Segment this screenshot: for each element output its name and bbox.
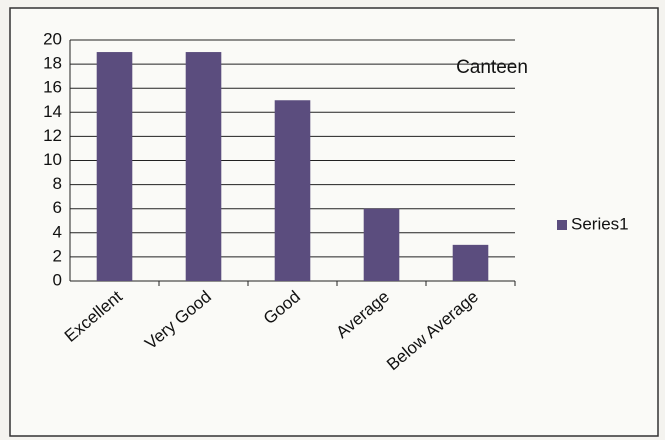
y-tick-label: 20 — [43, 29, 62, 48]
y-tick-label: 18 — [43, 54, 62, 73]
bar — [185, 52, 222, 281]
y-tick-label: 12 — [43, 126, 62, 145]
bar — [363, 208, 400, 281]
y-tick-label: 4 — [53, 222, 62, 241]
bar — [274, 100, 311, 281]
y-tick-label: 6 — [53, 198, 62, 217]
bar — [96, 52, 133, 281]
y-tick-label: 16 — [43, 78, 62, 97]
legend-label: Series1 — [571, 214, 629, 233]
y-tick-label: 2 — [53, 246, 62, 265]
y-tick-label: 8 — [53, 174, 62, 193]
y-tick-label: 10 — [43, 150, 62, 169]
y-tick-label: 0 — [53, 270, 62, 289]
chart-title: Canteen — [456, 57, 528, 78]
legend-swatch — [557, 220, 567, 230]
bar — [452, 244, 489, 281]
y-tick-label: 14 — [43, 102, 62, 121]
